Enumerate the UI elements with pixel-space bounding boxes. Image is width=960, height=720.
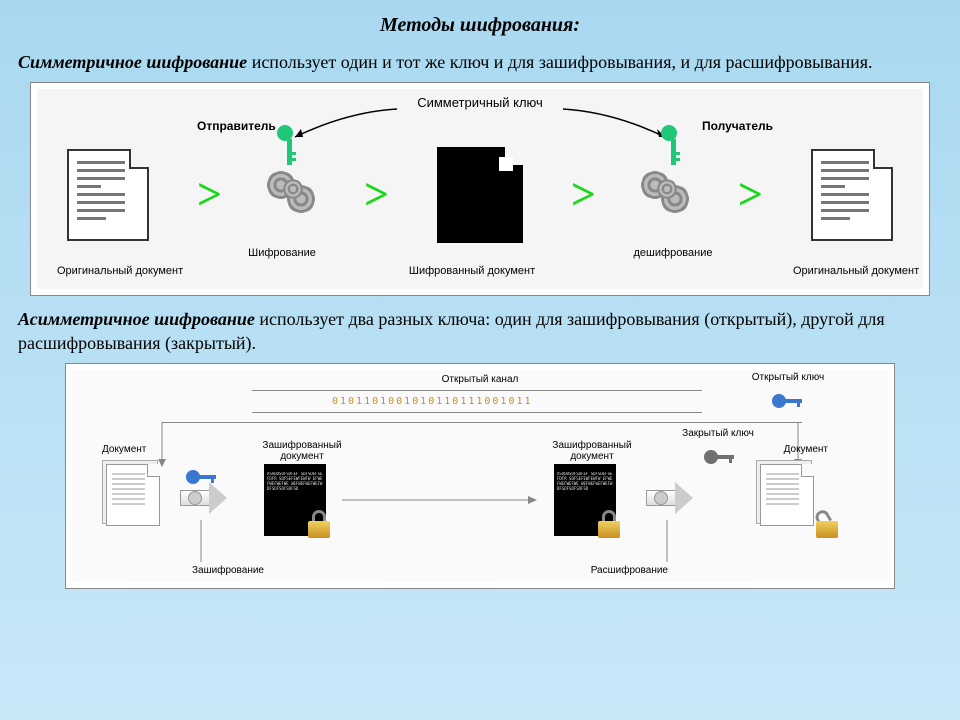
symmetric-term: Симметричное шифрование (18, 52, 247, 72)
chevron-icon: > (738, 184, 763, 206)
asymmetric-term: Асимметричное шифрование (18, 309, 255, 329)
padlock-open-icon (816, 510, 838, 538)
private-key-label: Закрытый ключ (678, 428, 758, 439)
chevron-icon: > (571, 184, 596, 206)
doc-label-right: Документ (784, 444, 828, 455)
sym-key-label: Симметричный ключ (417, 95, 543, 110)
process-arrow (646, 482, 694, 514)
symmetric-description: Симметричное шифрование использует один … (14, 51, 946, 74)
chevron-icon: > (364, 184, 389, 206)
arrow-to-key-left (287, 107, 407, 147)
padlock-closed-icon (308, 510, 330, 538)
transfer-arrow (342, 490, 542, 510)
receiver-label: Получатель (702, 119, 773, 133)
process-arrow (180, 482, 228, 514)
page-title: Методы шифрования: (14, 14, 946, 37)
caption-encrypted-doc: Шифрованный документ (407, 265, 537, 277)
enc-doc-label: Зашифрованный документ (252, 440, 352, 462)
gears-icon (270, 174, 316, 216)
caption-original-doc: Оригинальный документ (57, 265, 167, 277)
open-channel-label: Открытый канал (442, 374, 519, 385)
channel-line (252, 412, 702, 413)
document-icon (760, 464, 814, 526)
arrow-to-key-right (553, 107, 673, 147)
binary-text: 01011010010101101110010​11 (332, 396, 533, 407)
decrypt-label: Расшифрование (591, 565, 668, 576)
caption-decrypt: дешифрование (623, 247, 723, 259)
asymmetric-description: Асимметричное шифрование использует два … (14, 308, 946, 355)
connector-line (200, 520, 202, 562)
document-icon (67, 149, 149, 241)
enc-doc-label: Зашифрованный документ (542, 440, 642, 462)
connector-line (666, 520, 668, 562)
encrypt-label: Зашифрование (192, 565, 264, 576)
gears-icon (644, 174, 690, 216)
public-key-icon (772, 394, 802, 408)
channel-arrow-left (152, 412, 172, 472)
padlock-closed-icon (598, 510, 620, 538)
caption-original-doc: Оригинальный документ (793, 265, 903, 277)
channel-line (162, 422, 802, 423)
sender-label: Отправитель (197, 119, 276, 133)
document-icon (811, 149, 893, 241)
chevron-icon: > (197, 184, 222, 206)
channel-line (252, 390, 702, 391)
private-key-icon (704, 450, 734, 464)
asymmetric-diagram: Открытый канал 01011010010101101110010​1… (65, 363, 895, 589)
encrypted-doc-icon (437, 147, 523, 243)
symmetric-diagram: Симметричный ключ Отправитель Получатель (30, 82, 930, 296)
symmetric-text: использует один и тот же ключ и для заши… (247, 52, 872, 72)
document-icon (106, 464, 160, 526)
public-key-label: Открытый ключ (748, 372, 828, 383)
doc-label-left: Документ (102, 444, 146, 455)
caption-encrypt: Шифрование (237, 247, 327, 259)
public-key-icon (186, 470, 216, 484)
channel-arrow-right (788, 412, 808, 472)
